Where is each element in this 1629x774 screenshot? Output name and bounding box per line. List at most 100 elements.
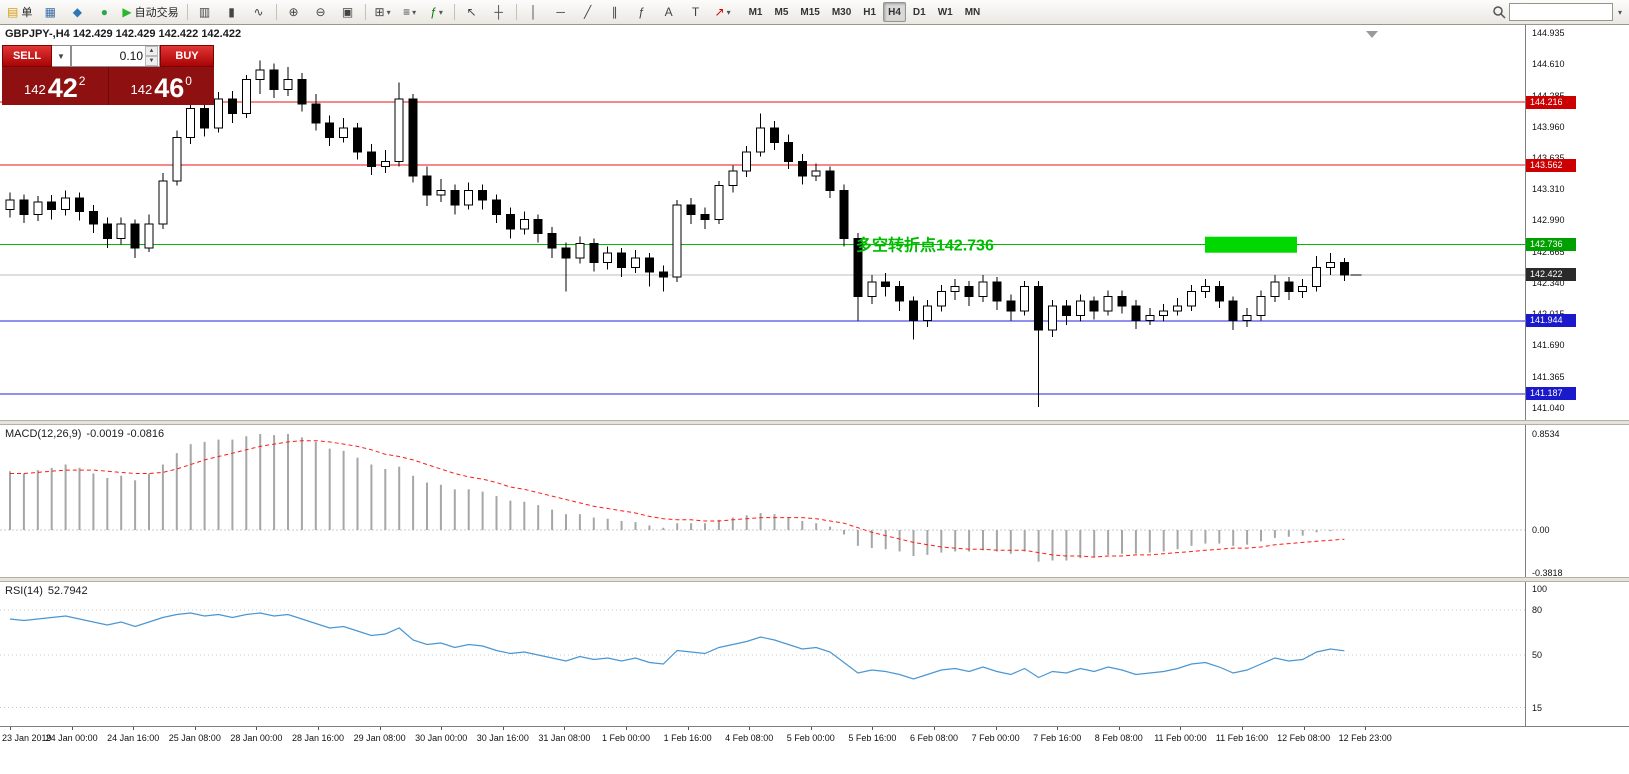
- trade-options-dropdown[interactable]: ▼: [52, 45, 71, 67]
- toolbar-separator: [515, 4, 517, 20]
- buy-button[interactable]: BUY: [160, 45, 214, 67]
- price-tick-label: 141.690: [1532, 340, 1565, 351]
- zoom-in-icon: ⊕: [288, 5, 299, 19]
- rsi-chart-area[interactable]: RSI(14) 52.7942: [0, 582, 1525, 726]
- indicators-button[interactable]: ƒ ▾: [424, 1, 450, 23]
- symbol-search: ▾: [1492, 3, 1622, 21]
- time-axis-tick: [10, 727, 11, 730]
- panel-splitter[interactable]: [0, 420, 1629, 425]
- vertical-line-icon: │: [529, 5, 538, 19]
- time-axis[interactable]: 23 Jan 2019 24 Jan 00:00 24 Jan 16:00 25 Ja…: [0, 726, 1629, 750]
- time-axis-tick: [441, 727, 443, 730]
- macd-chart[interactable]: [0, 425, 1525, 577]
- schedule-button[interactable]: ●: [91, 1, 117, 23]
- zoom-out-button[interactable]: ⊖: [308, 1, 334, 23]
- volume-input[interactable]: 0.10: [119, 49, 143, 63]
- new-order-button[interactable]: ▤ 单: [3, 1, 36, 23]
- horizontal-line-button[interactable]: ─: [548, 1, 574, 23]
- sell-button[interactable]: SELL: [2, 45, 52, 67]
- timeframe-mn[interactable]: MN: [964, 6, 981, 18]
- search-dropdown-icon[interactable]: ▾: [1617, 7, 1622, 17]
- sell-price-prefix: 142: [24, 82, 46, 97]
- tile-windows-button[interactable]: ▣: [335, 1, 361, 23]
- timeframe-w1[interactable]: W1: [937, 6, 953, 18]
- text-button[interactable]: A: [656, 1, 682, 23]
- zoom-out-icon: ⊖: [315, 5, 326, 19]
- rsi-tick-label: 80: [1532, 605, 1543, 615]
- rsi-scale[interactable]: 100 80 50 15: [1525, 582, 1629, 726]
- time-axis-tick: [194, 727, 196, 730]
- timeframe-m5[interactable]: M5: [774, 6, 789, 18]
- chart-window-button[interactable]: ▦: [37, 1, 63, 23]
- channel-icon: ∥: [611, 5, 618, 19]
- line-chart-button[interactable]: ∿: [246, 1, 272, 23]
- time-axis-tick: [318, 727, 319, 730]
- zoom-in-button[interactable]: ⊕: [281, 1, 307, 23]
- timeframe-h1[interactable]: H1: [863, 6, 877, 18]
- price-display: 142 42 2 142 46 0: [2, 67, 214, 105]
- time-axis-label: 5 Feb 16:00: [848, 733, 897, 743]
- rsi-chart[interactable]: [0, 582, 1525, 726]
- label-button[interactable]: T: [683, 1, 709, 23]
- scroll-shift-marker: [1366, 31, 1378, 38]
- price-tick-label: 144.935: [1532, 28, 1565, 38]
- price-chart[interactable]: 多空转折点142.736: [0, 25, 1525, 420]
- price-tick-label: 142.340: [1532, 277, 1565, 288]
- cursor-button[interactable]: ↖: [459, 1, 485, 23]
- timeframe-m30[interactable]: M30: [831, 6, 852, 18]
- buy-price-pip: 0: [185, 74, 192, 88]
- timeframe-d1[interactable]: D1: [912, 6, 926, 18]
- macd-scale[interactable]: 0.8534 0.00 -0.3818: [1525, 425, 1629, 578]
- profiles-button[interactable]: ≡ ▾: [397, 1, 423, 23]
- chevron-down-icon: ▾: [386, 7, 391, 17]
- volume-up-button[interactable]: ▲: [145, 46, 158, 56]
- trendline-button[interactable]: ╱: [575, 1, 601, 23]
- profile-button[interactable]: ◆: [64, 1, 90, 23]
- crosshair-button[interactable]: ┼: [486, 1, 512, 23]
- time-axis-label: 25 Jan 08:00: [168, 733, 221, 743]
- tile-windows-icon: ▣: [341, 5, 354, 19]
- price-badge-142.736: 142.736: [1526, 238, 1576, 252]
- time-axis-tick: [256, 727, 258, 730]
- price-tick-label: 143.635: [1532, 153, 1565, 163]
- price-scale[interactable]: 144.935 144.610 144.285 143.960 143.635 143.3…: [1525, 25, 1629, 420]
- price-badge-141.187: 141.187: [1526, 387, 1576, 401]
- timeframe-m15[interactable]: M15: [800, 6, 820, 18]
- search-input[interactable]: [1508, 3, 1613, 21]
- time-axis-label: 29 Jan 08:00: [353, 733, 406, 743]
- volume-down-button[interactable]: ▼: [145, 56, 158, 66]
- time-axis-tick: [1303, 727, 1305, 730]
- auto-trading-button[interactable]: ▶ 自动交易: [118, 1, 182, 23]
- rsi-line: [9, 612, 1345, 680]
- chevron-down-icon: ▾: [438, 7, 443, 17]
- channel-button[interactable]: ∥: [602, 1, 628, 23]
- time-axis-label: 23 Jan 2019: [2, 733, 52, 743]
- arrows-button[interactable]: ↗ ▾: [710, 1, 736, 23]
- autotrade-play-icon: ▶: [122, 5, 132, 19]
- price-badge-141.944: 141.944: [1526, 314, 1576, 328]
- toolbar-buttons: ▤ 单 ▦ ◆ ● ▶ 自动交易 ▥ ▮ ∿ ⊕ ⊖ ▣ ⊞ ▾ ≡ ▾ ƒ ▾ ↖ ┼ │ ─ ╱ ∥ ƒ A T ↗ ▾: [3, 1, 736, 23]
- toolbar-separator: [453, 4, 455, 20]
- rsi-tick-label: 100: [1532, 584, 1548, 594]
- pivot-annotation-text: 多空转折点142.736: [856, 236, 994, 255]
- macd-chart-area[interactable]: MACD(12,26,9) -0.0019 -0.0816: [0, 425, 1525, 577]
- time-axis-label: 1 Feb 16:00: [663, 733, 712, 743]
- sell-price: 142 42 2: [2, 67, 109, 105]
- bars-chart-button[interactable]: ▥: [192, 1, 218, 23]
- timeframe-m1[interactable]: M1: [748, 6, 763, 18]
- timeframe-h4[interactable]: H4: [883, 2, 906, 22]
- time-axis-label: 31 Jan 08:00: [538, 733, 591, 743]
- candlestick-chart-button[interactable]: ▮: [219, 1, 245, 23]
- vertical-line-button[interactable]: │: [521, 1, 547, 23]
- fibonacci-button[interactable]: ƒ: [629, 1, 655, 23]
- new-chart-button[interactable]: ⊞ ▾: [370, 1, 396, 23]
- macd-signal-line: [10, 440, 1345, 558]
- time-axis-tick: [502, 727, 504, 730]
- price-badge-143.562: 143.562: [1526, 158, 1576, 172]
- time-axis-tick: [133, 727, 135, 730]
- time-axis-label: 24 Jan 16:00: [107, 733, 160, 743]
- time-axis-tick: [1057, 727, 1059, 730]
- panel-splitter[interactable]: [0, 577, 1629, 582]
- chart-window-icon: ▦: [44, 5, 57, 19]
- price-chart-area[interactable]: 多空转折点142.736 GBPJPY-,H4 142.429 142.429 …: [0, 25, 1525, 420]
